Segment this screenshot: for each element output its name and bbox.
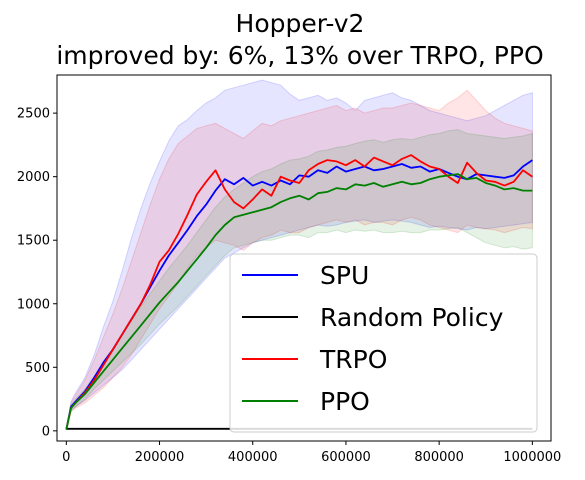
x-tick-label: 400000 xyxy=(228,450,278,465)
y-tick-label: 2000 xyxy=(17,170,50,185)
y-tick-label: 0 xyxy=(42,424,50,439)
chart-title-line2: improved by: 6%, 13% over TRPO, PPO xyxy=(56,41,543,70)
legend-label-random-policy: Random Policy xyxy=(320,303,504,332)
axes: 0 200000 400000 600000 800000 1000000 0 500 1000… xyxy=(17,74,561,465)
legend-label-trpo: TRPO xyxy=(319,345,387,374)
y-tick-label: 2500 xyxy=(17,107,50,122)
plot-frame xyxy=(56,74,552,442)
x-tick-label: 0 xyxy=(62,450,70,465)
legend-label-ppo: PPO xyxy=(320,387,370,416)
band-trpo xyxy=(65,89,533,430)
x-tick-label: 200000 xyxy=(135,450,185,465)
y-tick-label: 500 xyxy=(25,361,50,376)
x-tick-label: 600000 xyxy=(321,450,371,465)
y-tick-label: 1000 xyxy=(17,297,50,312)
x-tick-label: 800000 xyxy=(414,450,464,465)
legend-box xyxy=(229,253,538,433)
x-tick-label: 1000000 xyxy=(503,450,561,465)
chart-title-line1: Hopper-v2 xyxy=(236,9,365,38)
legend: SPU Random Policy TRPO PPO xyxy=(229,253,538,433)
y-tick-label: 1500 xyxy=(17,234,50,249)
line-ppo xyxy=(65,173,533,430)
line-trpo xyxy=(65,154,533,430)
legend-label-spu: SPU xyxy=(320,261,369,290)
